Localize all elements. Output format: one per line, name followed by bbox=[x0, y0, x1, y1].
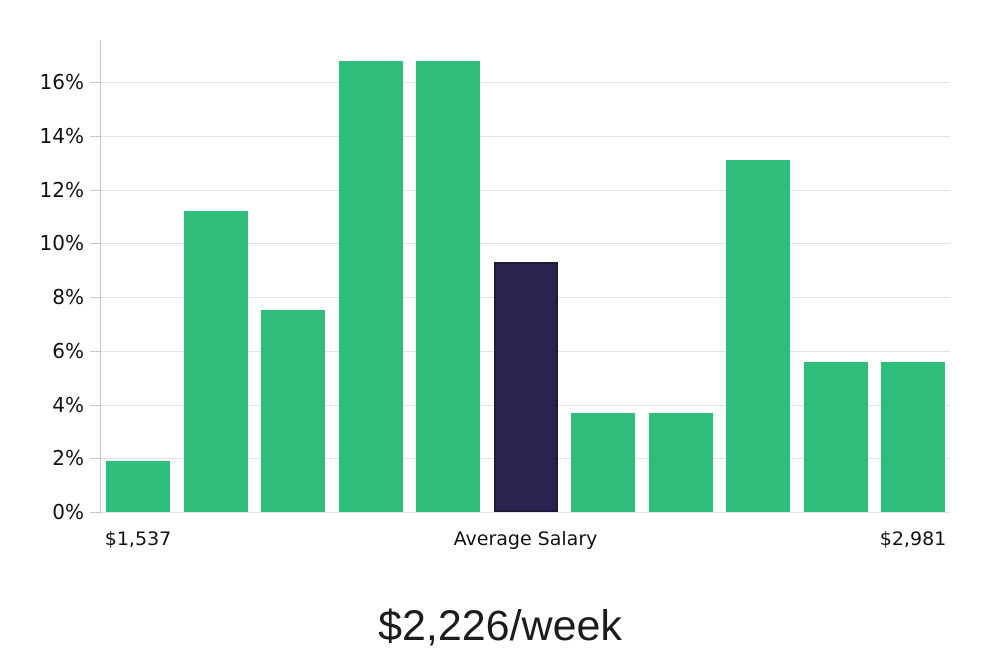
y-axis-line bbox=[100, 40, 101, 514]
histogram-bar bbox=[881, 362, 945, 512]
y-tick-mark bbox=[90, 243, 100, 245]
y-tick-mark bbox=[90, 512, 100, 513]
y-tick-label: 0% bbox=[52, 500, 84, 524]
histogram-bar bbox=[803, 362, 868, 512]
histogram-bar bbox=[571, 413, 635, 512]
gridline-14pct bbox=[100, 135, 950, 137]
y-tick-mark bbox=[90, 82, 100, 83]
chart-title: $2,226/week bbox=[378, 602, 622, 650]
y-tick-label: 10% bbox=[39, 231, 84, 256]
y-tick-mark bbox=[90, 404, 100, 406]
y-tick-label: 16% bbox=[39, 70, 84, 94]
x-tick-label: Average Salary bbox=[453, 528, 598, 550]
x-tick-label: $1,537 bbox=[104, 528, 172, 550]
y-tick-mark bbox=[90, 458, 100, 460]
histogram-bar bbox=[726, 160, 790, 512]
y-tick-mark bbox=[90, 135, 100, 137]
gridline-10pct bbox=[100, 243, 950, 245]
y-tick-mark bbox=[90, 350, 100, 352]
histogram-bar bbox=[416, 61, 480, 512]
y-tick-label: 12% bbox=[39, 177, 84, 202]
histogram-bar bbox=[648, 413, 713, 512]
histogram-bar bbox=[261, 310, 325, 512]
y-tick-mark bbox=[90, 189, 100, 191]
gridline-12pct bbox=[100, 189, 950, 191]
y-tick-label: 2% bbox=[52, 446, 84, 471]
y-tick-label: 6% bbox=[52, 338, 84, 363]
x-tick-label: $2,981 bbox=[879, 528, 947, 550]
gridline-0pct bbox=[100, 512, 950, 513]
gridline-16pct bbox=[100, 82, 950, 83]
histogram-bar bbox=[338, 61, 403, 512]
histogram-bar bbox=[106, 461, 170, 512]
y-tick-label: 4% bbox=[52, 392, 84, 417]
y-tick-mark bbox=[90, 297, 100, 298]
histogram-bar-highlighted bbox=[493, 262, 558, 512]
plot-area bbox=[100, 40, 950, 513]
y-tick-label: 8% bbox=[52, 285, 84, 309]
y-tick-label: 14% bbox=[39, 123, 84, 148]
histogram-bar bbox=[183, 211, 248, 512]
